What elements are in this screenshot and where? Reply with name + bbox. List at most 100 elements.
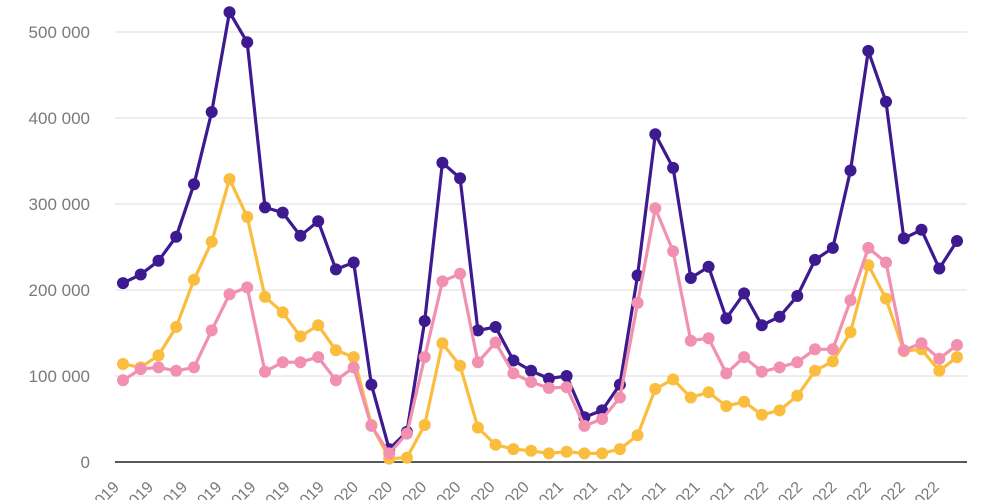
series-group: [117, 6, 963, 465]
x-axis-ticks: 2019201920192019201920192019202020202020…: [86, 479, 943, 500]
data-point: [702, 260, 715, 273]
x-tick-label: 2019: [188, 479, 225, 500]
data-point: [880, 292, 892, 305]
data-point: [436, 275, 449, 288]
data-point: [241, 36, 254, 49]
data-point: [329, 263, 342, 276]
data-point: [862, 259, 875, 272]
data-point: [826, 355, 839, 368]
data-point: [649, 202, 662, 215]
data-point: [560, 381, 573, 394]
data-point: [631, 296, 644, 309]
data-point: [773, 310, 786, 323]
data-point: [649, 382, 662, 395]
data-point: [578, 447, 591, 460]
data-point: [578, 419, 591, 432]
data-point: [826, 241, 839, 254]
data-point: [809, 253, 821, 266]
x-tick-label: 2021: [564, 479, 601, 500]
data-point: [205, 106, 218, 118]
data-point: [312, 319, 325, 332]
data-point: [117, 277, 129, 290]
x-tick-label: 2022: [837, 479, 874, 500]
x-tick-label: 2019: [222, 479, 259, 500]
x-tick-label: 2020: [359, 479, 396, 500]
y-tick-label: 500 000: [29, 23, 90, 42]
data-point: [702, 386, 715, 399]
data-point: [933, 262, 946, 275]
data-point: [791, 290, 804, 302]
data-point: [454, 359, 467, 372]
data-point: [720, 312, 733, 325]
data-point: [951, 339, 963, 351]
data-point: [223, 173, 236, 186]
data-point: [454, 172, 467, 185]
x-tick-label: 2019: [256, 479, 293, 500]
data-point: [738, 287, 751, 300]
y-tick-label: 200 000: [29, 281, 90, 300]
data-point: [791, 389, 804, 402]
data-point: [667, 245, 680, 258]
data-point: [329, 344, 342, 357]
data-point: [489, 321, 502, 333]
data-point: [596, 447, 609, 460]
data-point: [755, 365, 768, 378]
data-point: [117, 374, 129, 387]
y-axis-ticks: 0 100 000 200 000 300 000 400 000 500 000: [29, 23, 90, 472]
x-tick-label: 2020: [496, 479, 533, 500]
data-point: [312, 351, 325, 364]
data-point: [720, 367, 733, 380]
data-point: [897, 344, 910, 357]
data-point: [773, 361, 786, 374]
data-point: [560, 445, 573, 458]
data-point: [826, 343, 839, 356]
x-tick-label: 2022: [735, 479, 772, 500]
data-point: [471, 324, 484, 337]
data-point: [507, 354, 520, 367]
y-tick-label: 400 000: [29, 109, 90, 128]
data-point: [915, 337, 928, 350]
x-tick-label: 2021: [530, 479, 567, 500]
x-tick-label: 2019: [120, 479, 157, 500]
x-tick-label: 2020: [427, 479, 464, 500]
y-tick-label: 0: [81, 453, 90, 472]
data-point: [951, 351, 963, 364]
data-point: [170, 364, 183, 377]
data-point: [241, 210, 254, 223]
data-point: [400, 427, 413, 440]
data-point: [276, 306, 289, 319]
data-point: [259, 365, 271, 378]
data-point: [117, 358, 129, 370]
data-point: [844, 294, 857, 307]
data-point: [613, 443, 626, 456]
data-point: [933, 352, 946, 365]
data-point: [436, 156, 449, 169]
data-point: [525, 444, 538, 457]
data-point: [347, 361, 360, 374]
data-point: [329, 374, 342, 387]
data-point: [720, 400, 733, 413]
data-point: [188, 273, 200, 286]
data-point: [259, 201, 271, 214]
gridlines: [115, 31, 967, 463]
data-point: [880, 95, 892, 108]
x-tick-label: 2020: [461, 479, 498, 500]
data-point: [188, 361, 200, 374]
data-point: [844, 164, 857, 177]
y-tick-label: 100 000: [29, 367, 90, 386]
data-point: [791, 356, 804, 369]
data-point: [489, 438, 502, 451]
data-point: [259, 290, 271, 303]
data-point: [152, 349, 165, 362]
data-point: [809, 364, 821, 377]
x-tick-label: 2022: [769, 479, 806, 500]
data-point: [862, 241, 875, 254]
data-point: [542, 447, 555, 460]
data-point: [400, 451, 413, 464]
data-point: [507, 367, 520, 380]
data-point: [223, 288, 236, 301]
data-point: [542, 372, 555, 385]
data-point: [684, 391, 697, 404]
data-point: [152, 254, 165, 267]
